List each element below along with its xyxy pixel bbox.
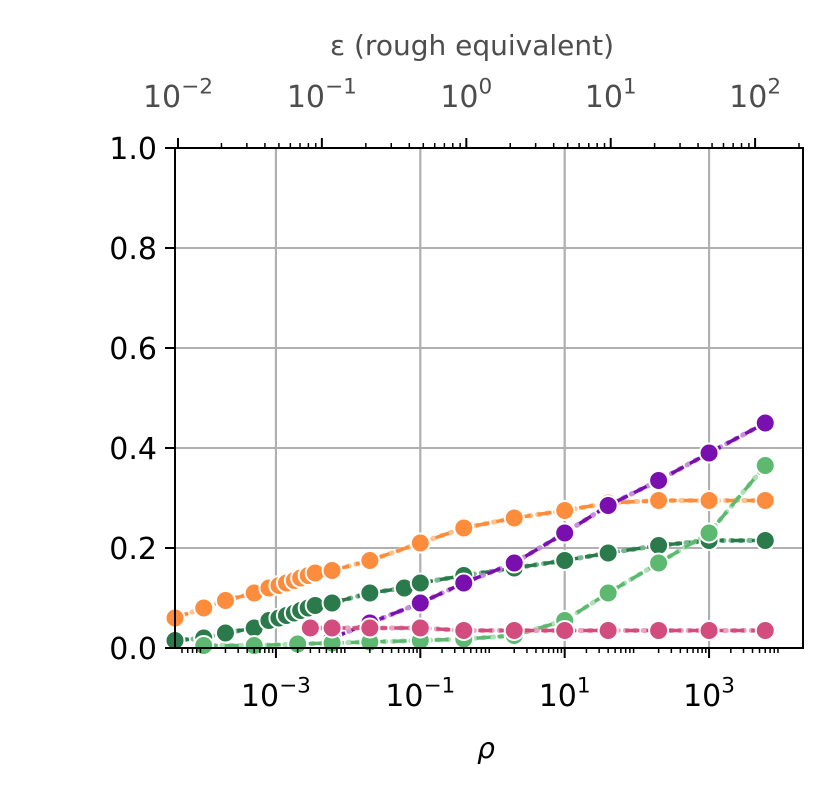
series-2-point [214, 622, 236, 644]
series-3-point [648, 470, 670, 491]
series-1-point [321, 560, 343, 581]
x-axis-label: ρ [477, 732, 495, 765]
series-5-point [648, 620, 670, 641]
series-2-point [554, 550, 576, 571]
x-tick-label: 101 [539, 674, 591, 715]
series-1-point [359, 550, 381, 571]
bottom-axis: 10−3 10−1 101 103 [181, 648, 779, 715]
series-5-point [453, 620, 475, 641]
series-1-point [453, 517, 475, 539]
series-5-point [698, 620, 720, 641]
series-4-point [193, 635, 215, 656]
top-x-tick-label: 102 [729, 75, 781, 116]
series-5-point [503, 620, 525, 641]
series-2-point [359, 582, 381, 604]
x-tick-label: 10−3 [241, 674, 311, 715]
series-layer [164, 412, 776, 656]
series-2-point [648, 535, 670, 556]
series-3-point [597, 495, 619, 516]
left-axis: 0.0 0.2 0.4 0.6 0.8 1.0 [109, 132, 175, 667]
top-x-tick-label: 10−2 [143, 75, 213, 116]
series-4-point [698, 522, 720, 544]
top-x-tick-label: 100 [440, 75, 492, 116]
y-tick-label: 1.0 [109, 132, 157, 167]
series-4-point [597, 582, 619, 604]
y-tick-label: 0.2 [109, 532, 157, 567]
series-5-line [310, 626, 766, 633]
series-1-trend-line [172, 498, 768, 621]
series-1-point [648, 490, 670, 511]
series-3-trend-line [329, 420, 768, 641]
series-1-point [409, 532, 431, 554]
series-2-point [321, 592, 343, 614]
series-1-point [754, 490, 776, 511]
series-1-point [304, 562, 326, 584]
series-1-point [698, 490, 720, 511]
series-1-point [503, 507, 525, 529]
series-3-point [453, 572, 475, 594]
x-tick-label: 10−1 [385, 674, 455, 715]
series-3-point [554, 522, 576, 544]
series-5-point [554, 620, 576, 641]
y-tick-label: 0.4 [109, 432, 157, 467]
series-4-point [648, 552, 670, 574]
x-tick-label: 103 [683, 674, 735, 715]
series-2-point [409, 572, 431, 594]
series-5-point [754, 620, 776, 641]
series-2-point [754, 530, 776, 551]
series-5-point [299, 617, 321, 639]
top-axis-label: ε (rough equivalent) [330, 29, 614, 62]
series-2-point [597, 542, 619, 564]
series-4-point [754, 455, 776, 476]
series-5-point [321, 617, 343, 639]
series-4-point [243, 635, 265, 656]
series-3-point [503, 552, 525, 574]
top-x-tick-label: 10−1 [287, 75, 357, 116]
series-3-point [698, 442, 720, 464]
series-5-point [597, 620, 619, 641]
series-3-line [331, 421, 767, 640]
series-1-point [193, 597, 215, 619]
y-tick-label: 0.6 [109, 332, 157, 367]
y-tick-label: 0.0 [109, 632, 157, 667]
y-tick-label: 0.8 [109, 232, 157, 267]
series-2-point [304, 595, 326, 616]
series-1-point [554, 500, 576, 521]
series-5-point [409, 617, 431, 639]
series-5-point [359, 617, 381, 639]
top-axis: 10−2 10−1 100 101 102 [143, 75, 800, 148]
series-1-line [174, 498, 766, 620]
top-x-tick-label: 101 [585, 75, 637, 116]
series-3-point [754, 412, 776, 434]
series-3-point [409, 592, 431, 614]
series-1-point [214, 590, 236, 611]
